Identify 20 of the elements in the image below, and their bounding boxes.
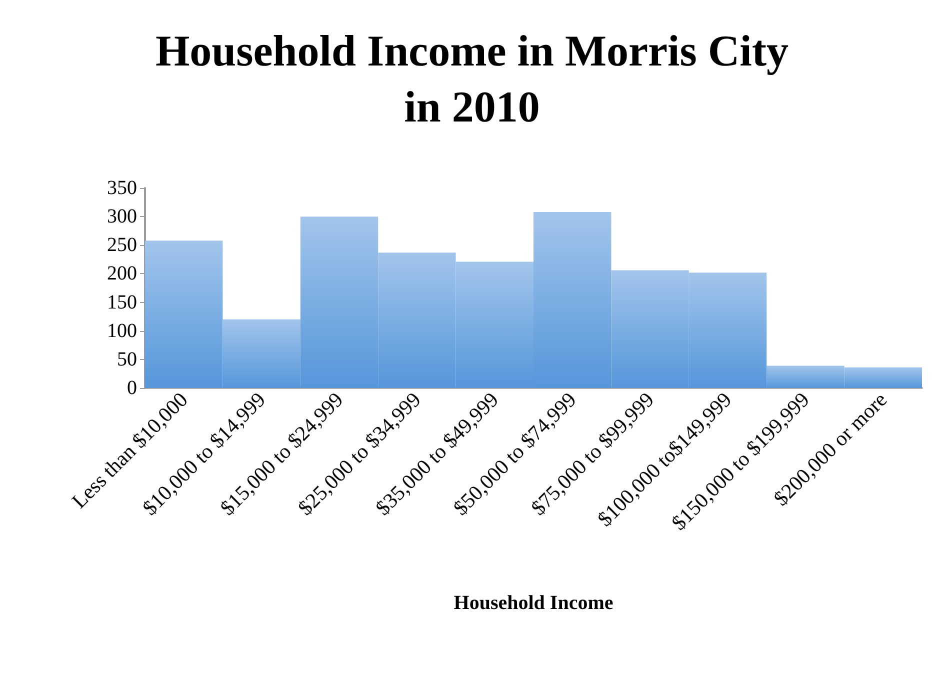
bar: [688, 272, 767, 388]
y-tick-label: 350: [107, 177, 137, 199]
bar: [611, 270, 689, 388]
chart-title: Household Income in Morris City in 2010: [155, 26, 789, 132]
bar: [378, 252, 456, 388]
bar: [534, 212, 612, 388]
bar: [300, 216, 378, 388]
bar: [844, 367, 922, 388]
bar: [766, 366, 844, 388]
bar: [145, 240, 223, 388]
x-axis-title: Household Income: [454, 592, 614, 614]
y-tick-label: 0: [127, 377, 137, 399]
y-tick-label: 200: [107, 262, 137, 285]
bar: [222, 319, 300, 388]
y-tick-label: 250: [107, 234, 137, 256]
y-tick-label: 50: [117, 348, 137, 370]
y-tick-label: 100: [107, 320, 137, 342]
y-tick-label: 300: [107, 206, 137, 228]
bar: [456, 262, 534, 388]
y-tick-label: 150: [107, 291, 137, 314]
